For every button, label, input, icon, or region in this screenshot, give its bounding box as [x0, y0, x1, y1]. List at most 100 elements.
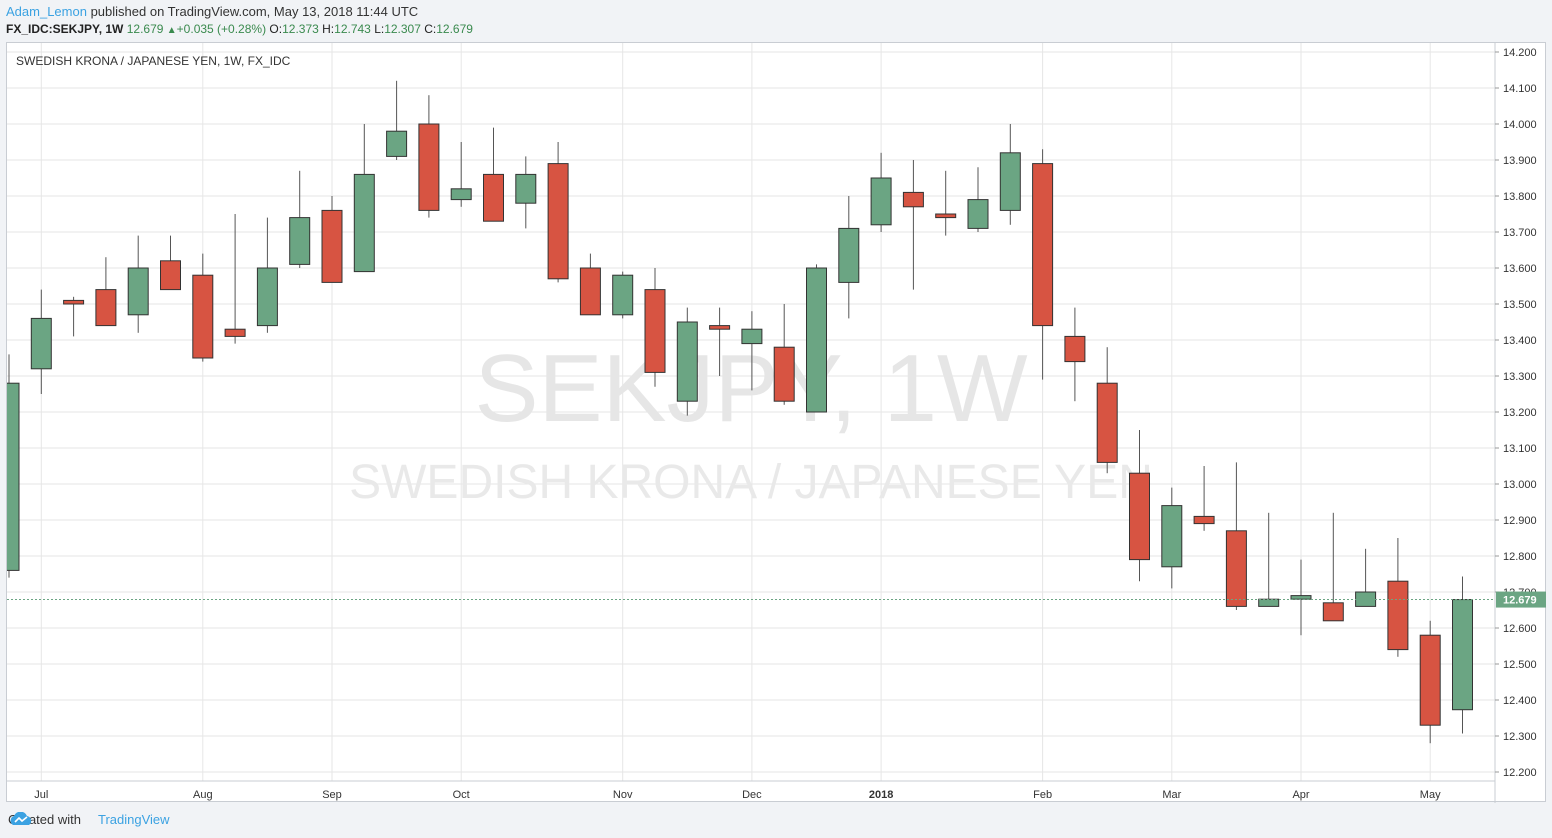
candle-body: [967, 199, 989, 229]
candle: [30, 289, 52, 394]
candle-body: [353, 173, 375, 273]
candle: [579, 253, 601, 316]
candle-body: [1129, 472, 1150, 561]
candle-body: [644, 289, 666, 373]
y-tick-label: 13.100: [1503, 443, 1537, 455]
candle: [902, 160, 924, 290]
candle-body: [1064, 335, 1086, 363]
candle-body: [902, 191, 924, 208]
candle: [224, 214, 246, 344]
candle: [353, 124, 375, 273]
candle-body: [224, 328, 246, 337]
candle: [289, 170, 311, 268]
candle-body: [95, 289, 117, 327]
y-tick-label: 13.900: [1503, 155, 1537, 167]
x-tick-label: Dec: [742, 789, 762, 801]
candle: [870, 152, 892, 232]
candlestick-chart[interactable]: SEKJPY, 1W SWEDISH KRONA / JAPANESE YEN SW…: [7, 43, 1547, 803]
candle-body: [1225, 530, 1247, 607]
candle-body: [1290, 595, 1312, 600]
candle-body: [63, 299, 85, 305]
price-change: +0.035 (+0.28%): [176, 22, 267, 36]
candle: [1290, 559, 1312, 636]
candle-body: [676, 321, 698, 402]
low-value: 12.307: [384, 22, 421, 36]
symbol-label: FX_IDC:SEKJPY, 1W: [6, 22, 124, 36]
candle: [709, 307, 731, 376]
candle-body: [838, 227, 860, 283]
open-label: O:: [269, 22, 283, 36]
x-tick-label: Jul: [34, 789, 48, 801]
candle: [1387, 538, 1409, 657]
x-tick-label: Aug: [193, 789, 213, 801]
candle-body: [515, 173, 537, 204]
candle-body: [1322, 602, 1344, 622]
up-triangle-icon: ▲: [166, 25, 177, 36]
author-link[interactable]: Adam_Lemon: [6, 4, 87, 19]
chart-title: SWEDISH KRONA / JAPANESE YEN, 1W, FX_IDC: [16, 54, 291, 68]
x-tick-label: Mar: [1162, 789, 1181, 801]
symbol-info-bar: FX_IDC:SEKJPY, 1W 12.679 ▲+0.035 (+0.28%…: [6, 22, 473, 36]
x-tick-label: Sep: [322, 789, 342, 801]
candle: [256, 217, 278, 333]
candle: [450, 142, 472, 207]
candle: [967, 167, 989, 232]
candle: [386, 80, 408, 160]
high-value: 12.743: [334, 22, 371, 36]
candle-body: [160, 260, 181, 291]
chart-panel[interactable]: SEKJPY, 1W SWEDISH KRONA / JAPANESE YEN SW…: [6, 42, 1547, 803]
last-price-box: [1496, 591, 1546, 608]
x-tick-label: Nov: [613, 789, 633, 801]
low-label: L:: [374, 22, 385, 36]
candle: [95, 257, 117, 327]
candle: [1129, 430, 1150, 582]
candle-body: [773, 346, 795, 402]
x-tick-label: Apr: [1292, 789, 1309, 801]
high-label: H:: [322, 22, 335, 36]
candle: [63, 296, 85, 337]
candle-body: [483, 173, 504, 222]
candle: [644, 268, 666, 387]
candle: [1032, 149, 1054, 380]
y-tick-label: 14.200: [1503, 47, 1537, 59]
candle: [547, 142, 569, 283]
candle: [192, 253, 214, 362]
candle-body: [321, 209, 343, 283]
watermark-name: SWEDISH KRONA / JAPANESE YEN: [349, 456, 1153, 509]
candle-body: [806, 267, 827, 413]
y-tick-label: 13.500: [1503, 299, 1537, 311]
candle: [935, 170, 957, 236]
candle-body: [579, 267, 601, 316]
candle-body: [418, 123, 440, 211]
candle-body: [256, 267, 278, 327]
y-tick-label: 12.600: [1503, 623, 1537, 635]
y-tick-label: 13.300: [1503, 371, 1537, 383]
candle: [7, 354, 20, 578]
candle: [999, 124, 1021, 225]
candle-body: [1387, 580, 1409, 651]
x-tick-label: Oct: [453, 789, 470, 801]
candle: [418, 95, 440, 218]
y-tick-label: 14.000: [1503, 119, 1537, 131]
candle-body: [547, 163, 569, 280]
tradingview-brand-link[interactable]: TradingView: [98, 812, 170, 827]
candle: [1193, 466, 1215, 531]
candle-body: [30, 317, 52, 370]
open-value: 12.373: [282, 22, 319, 36]
close-label: C:: [424, 22, 437, 36]
candle: [612, 271, 634, 319]
candle-body: [999, 152, 1021, 211]
candle: [773, 304, 795, 405]
candle: [838, 196, 860, 319]
candle: [515, 156, 537, 229]
candle: [1225, 462, 1247, 610]
candle: [676, 307, 698, 416]
y-tick-label: 13.800: [1503, 191, 1537, 203]
candle: [1161, 487, 1183, 589]
candle-body: [870, 177, 892, 226]
candle: [1419, 620, 1441, 744]
candle: [1322, 512, 1344, 622]
candle: [1355, 548, 1377, 607]
candle-body: [7, 382, 20, 571]
candle: [483, 127, 504, 222]
